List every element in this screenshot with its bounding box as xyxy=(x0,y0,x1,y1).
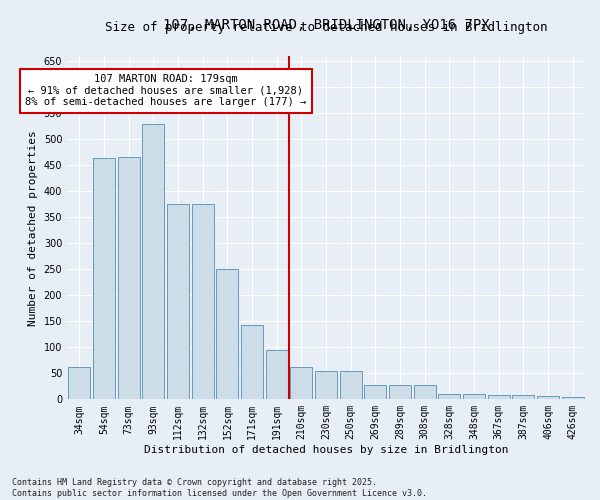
Bar xyxy=(315,370,337,400)
Bar xyxy=(290,366,313,400)
Bar xyxy=(142,124,164,400)
Bar xyxy=(241,325,263,400)
Text: 107, MARTON ROAD, BRIDLINGTON, YO16 7PX: 107, MARTON ROAD, BRIDLINGTON, YO16 7PX xyxy=(163,18,490,32)
Text: 107 MARTON ROAD: 179sqm
← 91% of detached houses are smaller (1,928)
8% of semi-: 107 MARTON ROAD: 179sqm ← 91% of detache… xyxy=(25,74,307,108)
Bar xyxy=(266,350,288,400)
Bar xyxy=(413,385,436,400)
Bar xyxy=(191,204,214,400)
Y-axis label: Number of detached properties: Number of detached properties xyxy=(28,130,38,326)
Bar xyxy=(438,394,460,400)
Bar xyxy=(167,204,189,400)
Bar xyxy=(118,158,140,400)
Bar xyxy=(488,395,510,400)
Bar xyxy=(93,158,115,400)
Bar xyxy=(68,366,91,400)
Bar xyxy=(463,394,485,400)
Bar xyxy=(512,395,535,400)
X-axis label: Distribution of detached houses by size in Bridlington: Distribution of detached houses by size … xyxy=(144,445,508,455)
Bar xyxy=(389,385,411,400)
Bar xyxy=(340,370,362,400)
Bar xyxy=(537,396,559,400)
Bar xyxy=(364,385,386,400)
Title: Size of property relative to detached houses in Bridlington: Size of property relative to detached ho… xyxy=(105,21,547,34)
Bar xyxy=(562,396,584,400)
Text: Contains HM Land Registry data © Crown copyright and database right 2025.
Contai: Contains HM Land Registry data © Crown c… xyxy=(12,478,427,498)
Bar xyxy=(216,270,238,400)
